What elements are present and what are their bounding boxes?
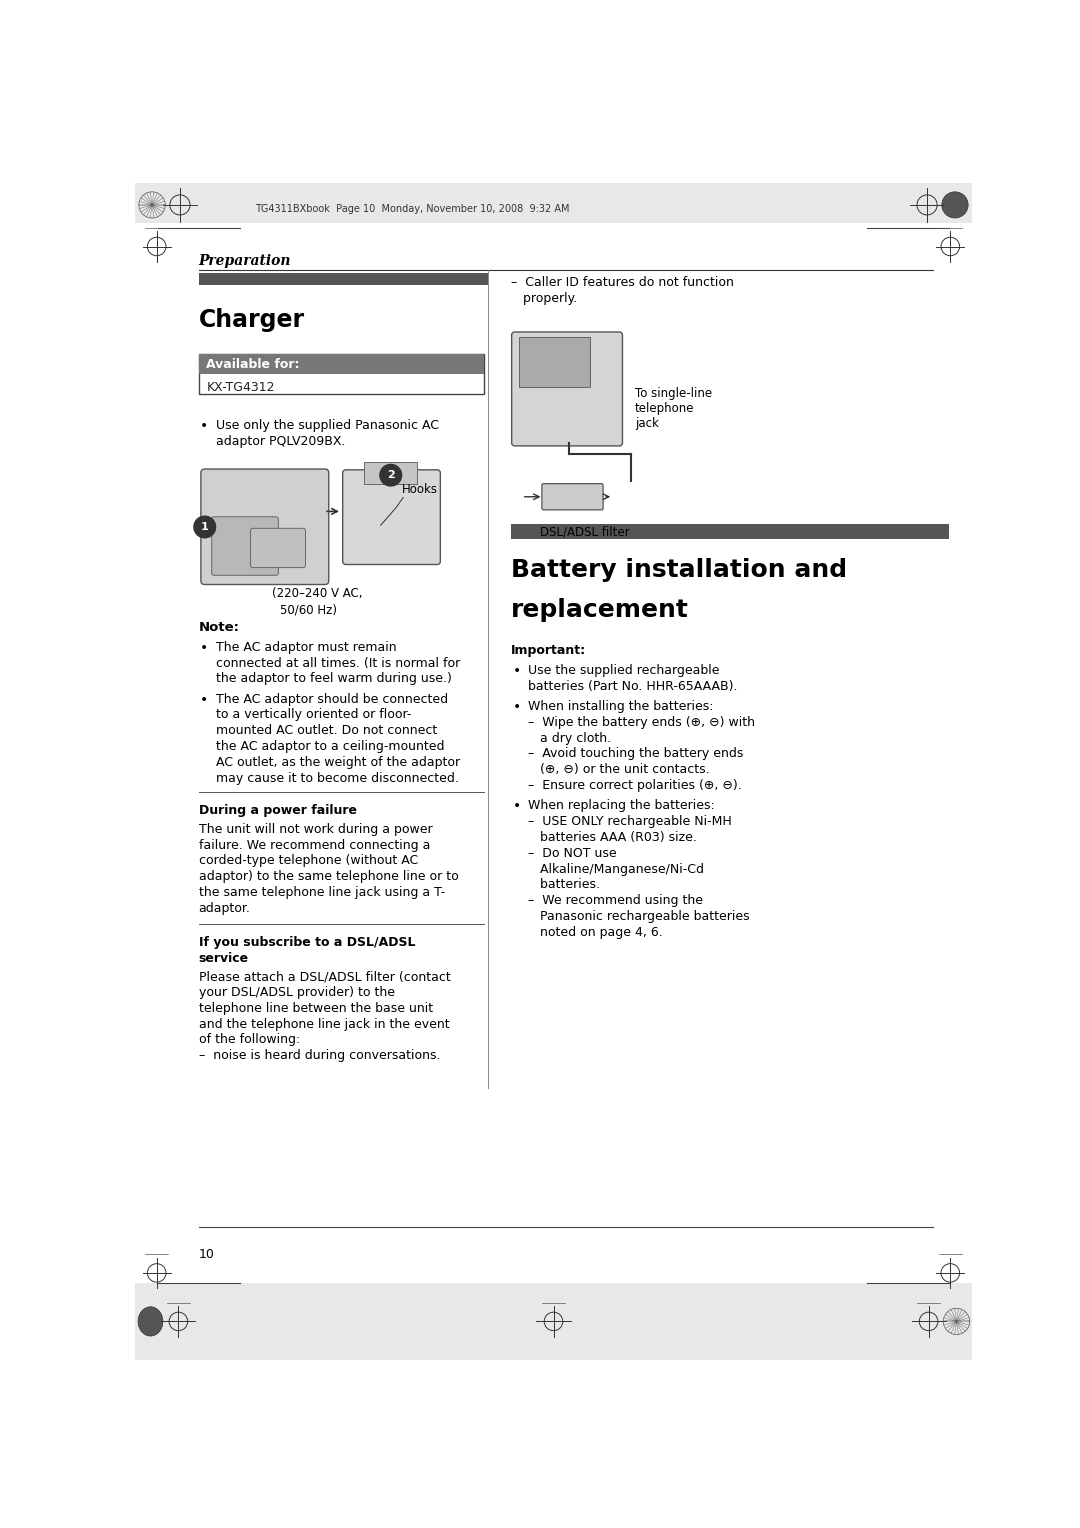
FancyBboxPatch shape [512,332,622,446]
Text: The AC adaptor should be connected: The AC adaptor should be connected [216,692,448,706]
Text: –  USE ONLY rechargeable Ni-MH: – USE ONLY rechargeable Ni-MH [528,814,731,828]
Text: and the telephone line jack in the event: and the telephone line jack in the event [199,1018,449,1031]
Text: 50/60 Hz): 50/60 Hz) [280,604,337,617]
Text: batteries (Part No. HHR-65AAAB).: batteries (Part No. HHR-65AAAB). [528,680,738,692]
Text: Charger: Charger [199,309,305,332]
Text: Use only the supplied Panasonic AC: Use only the supplied Panasonic AC [216,419,438,432]
Text: the AC adaptor to a ceiling-mounted: the AC adaptor to a ceiling-mounted [216,740,444,753]
Text: properly.: properly. [511,292,577,304]
FancyBboxPatch shape [342,469,441,564]
Text: batteries.: batteries. [528,879,599,891]
Text: –  We recommend using the: – We recommend using the [528,894,703,908]
Text: (⊕, ⊖) or the unit contacts.: (⊕, ⊖) or the unit contacts. [528,762,710,776]
Text: Preparation: Preparation [199,254,291,267]
Text: telephone: telephone [635,402,694,416]
Text: Alkaline/Manganese/Ni-Cd: Alkaline/Manganese/Ni-Cd [528,862,704,876]
Text: noted on page 4, 6.: noted on page 4, 6. [528,926,663,938]
Text: –  Ensure correct polarities (⊕, ⊖).: – Ensure correct polarities (⊕, ⊖). [528,779,742,792]
Text: your DSL/ADSL provider) to the: your DSL/ADSL provider) to the [199,986,394,999]
Text: may cause it to become disconnected.: may cause it to become disconnected. [216,772,459,785]
FancyBboxPatch shape [518,338,590,387]
Text: of the following:: of the following: [199,1033,300,1047]
Text: connected at all times. (It is normal for: connected at all times. (It is normal fo… [216,657,460,669]
FancyBboxPatch shape [199,354,484,394]
Ellipse shape [138,1306,163,1335]
Text: –  Wipe the battery ends (⊕, ⊖) with: – Wipe the battery ends (⊕, ⊖) with [528,715,755,729]
Text: 2: 2 [387,471,394,480]
Text: Note:: Note: [199,620,240,634]
Text: Available for:: Available for: [206,358,300,371]
Text: Panasonic rechargeable batteries: Panasonic rechargeable batteries [528,909,750,923]
Text: the adaptor to feel warm during use.): the adaptor to feel warm during use.) [216,672,451,686]
Text: •: • [200,419,208,432]
Text: DSL/ADSL filter: DSL/ADSL filter [540,526,630,538]
Text: the same telephone line jack using a T-: the same telephone line jack using a T- [199,886,445,898]
Text: AC outlet, as the weight of the adaptor: AC outlet, as the weight of the adaptor [216,756,460,769]
Text: Hooks: Hooks [402,483,437,497]
Text: corded-type telephone (without AC: corded-type telephone (without AC [199,854,418,868]
Text: When replacing the batteries:: When replacing the batteries: [528,799,715,813]
Text: The AC adaptor must remain: The AC adaptor must remain [216,640,396,654]
Text: •: • [512,700,521,714]
Text: adaptor) to the same telephone line or to: adaptor) to the same telephone line or t… [199,871,458,883]
FancyBboxPatch shape [364,461,417,484]
Text: •: • [200,692,208,707]
Text: failure. We recommend connecting a: failure. We recommend connecting a [199,839,430,851]
FancyBboxPatch shape [135,1284,972,1360]
FancyBboxPatch shape [212,516,279,575]
Text: Use the supplied rechargeable: Use the supplied rechargeable [528,663,719,677]
FancyBboxPatch shape [199,272,488,286]
FancyBboxPatch shape [199,354,484,373]
Text: To single-line: To single-line [635,387,712,400]
FancyBboxPatch shape [511,524,948,539]
Circle shape [194,516,216,538]
FancyBboxPatch shape [251,529,306,567]
Text: –  Avoid touching the battery ends: – Avoid touching the battery ends [528,747,743,761]
Circle shape [380,465,402,486]
Text: jack: jack [635,417,659,431]
Text: adaptor PQLV209BX.: adaptor PQLV209BX. [216,435,346,448]
Text: (220–240 V AC,: (220–240 V AC, [272,587,363,601]
Text: batteries AAA (R03) size.: batteries AAA (R03) size. [528,831,697,843]
Text: adaptor.: adaptor. [199,902,251,915]
Text: During a power failure: During a power failure [199,804,356,817]
FancyBboxPatch shape [135,183,972,223]
Text: KX-TG4312: KX-TG4312 [206,380,274,394]
Text: 1: 1 [201,523,208,532]
Text: –  Do NOT use: – Do NOT use [528,847,617,860]
Text: •: • [200,640,208,654]
Text: mounted AC outlet. Do not connect: mounted AC outlet. Do not connect [216,724,436,738]
Text: •: • [512,663,521,678]
Text: Important:: Important: [511,643,586,657]
Text: If you subscribe to a DSL/ADSL: If you subscribe to a DSL/ADSL [199,937,415,949]
Text: •: • [512,799,521,813]
Circle shape [942,193,968,219]
FancyBboxPatch shape [201,469,328,585]
Text: TG4311BXbook  Page 10  Monday, November 10, 2008  9:32 AM: TG4311BXbook Page 10 Monday, November 10… [255,203,569,214]
Text: Battery installation and: Battery installation and [511,558,847,582]
Text: –  Caller ID features do not function: – Caller ID features do not function [511,275,733,289]
Text: to a vertically oriented or floor-: to a vertically oriented or floor- [216,709,411,721]
Text: service: service [199,952,248,964]
Text: 10: 10 [199,1248,215,1261]
Text: The unit will not work during a power: The unit will not work during a power [199,824,432,836]
Text: When installing the batteries:: When installing the batteries: [528,700,714,714]
Text: Please attach a DSL/ADSL filter (contact: Please attach a DSL/ADSL filter (contact [199,970,450,984]
Text: telephone line between the base unit: telephone line between the base unit [199,1002,433,1015]
Text: –  noise is heard during conversations.: – noise is heard during conversations. [199,1050,440,1062]
Text: a dry cloth.: a dry cloth. [528,732,611,744]
Text: replacement: replacement [511,597,689,622]
FancyBboxPatch shape [542,484,603,510]
